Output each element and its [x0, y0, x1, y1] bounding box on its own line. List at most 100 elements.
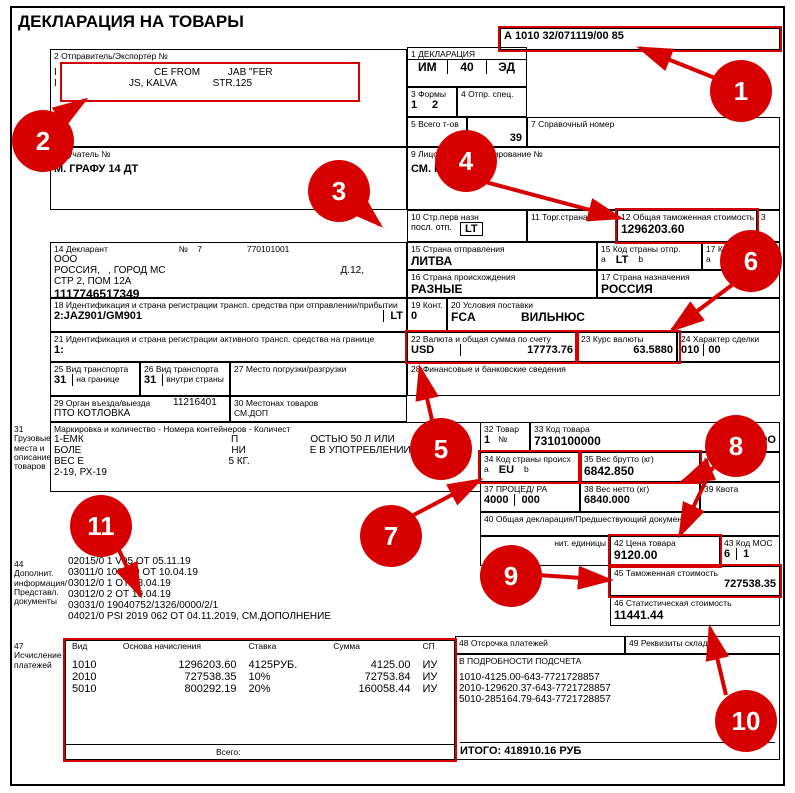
- details-l2: 2010-129620.37-643-7721728857: [459, 683, 776, 694]
- box31-l2: БОЛЕ НИ Е В УПОТРЕБЛЕНИИ: [54, 445, 477, 456]
- calc-h3: Ставка: [243, 641, 328, 651]
- box8-label: получатель №: [54, 149, 403, 159]
- calc-r0c0: 1010: [66, 659, 117, 671]
- box11-label: 11 Торг.страна: [531, 212, 613, 222]
- box18-label: 18 Идентификация и страна регистрации тр…: [54, 300, 403, 310]
- box21-label: 21 Идентификация и страна регистрации ак…: [54, 334, 403, 344]
- box31-label: Маркировка и количество - Номера контейн…: [54, 424, 477, 434]
- box35-val: 6842.850: [584, 464, 696, 478]
- box20-fca: FCA: [451, 310, 521, 324]
- calc-r0c2: 4125РУБ.: [243, 659, 328, 671]
- details-total: ИТОГО: 418910.16 РУБ: [460, 742, 775, 757]
- box28-label: 28 Финансовые и банковские сведения: [411, 364, 776, 374]
- box15a-lt: LT: [616, 254, 629, 266]
- box10-label: 10 Стр.перв назн: [411, 212, 523, 222]
- box48-label: 48 Отсрочка платежей: [459, 638, 621, 648]
- box17a-label: 17 Код стр: [706, 244, 776, 254]
- details-l1: 1010-4125.00-643-7721728857: [459, 672, 776, 683]
- box3-v1: 1: [411, 99, 432, 111]
- box46-val: 11441.44: [614, 608, 776, 622]
- box44-l3: 03012/0 1 ОТ 18.04.19: [68, 578, 472, 589]
- box33-sub: 0-ОО: [749, 434, 776, 448]
- box42-label: 42 Цена товара: [614, 538, 716, 548]
- box19-val: 0: [411, 310, 443, 322]
- box3-v2: 2: [432, 99, 453, 111]
- box22-val: 17773.76: [461, 344, 573, 356]
- box12-val: 1296203.60: [621, 222, 753, 236]
- box30-label: 30 Местонах товаров: [234, 398, 403, 408]
- box33-val: 7310100000: [534, 434, 601, 448]
- box14-l3: СТР 2, ПОМ 12А: [54, 276, 403, 287]
- box34-label: 34 Код страны происх: [484, 454, 576, 464]
- box29-val: ПТО КОТЛОВКА: [54, 408, 130, 419]
- box18-code: LT: [383, 310, 403, 322]
- box10-lt: LT: [460, 222, 483, 236]
- box14-l4: 1117746517349: [54, 287, 403, 298]
- details-title: В ПОДРОБНОСТИ ПОДСЧЕТА: [459, 656, 776, 666]
- form-title: ДЕКЛАРАЦИЯ НА ТОВАРЫ: [18, 12, 244, 32]
- calc-r1c1: 727538.35: [117, 671, 243, 683]
- box14-l2: РОССИЯ, , ГОРОД МС Д.12,: [54, 265, 403, 276]
- box47-side: 47 Исчисление платежей: [14, 642, 64, 670]
- box5-label: 5 Всего т-ов: [411, 119, 463, 129]
- box17-val: РОССИЯ: [601, 282, 776, 296]
- calc-h4: Сумма: [327, 641, 416, 651]
- box1-40: 40: [448, 60, 488, 74]
- box9-text: СМ. Г: [411, 163, 776, 175]
- box44-l4: 03012/0 2 ОТ 19.04.19: [68, 589, 472, 600]
- box16-label: 16 Страна происхождения: [411, 272, 593, 282]
- box26-label: 26 Вид транспорта: [144, 364, 226, 374]
- box20-city: ВИЛЬНЮС: [521, 310, 585, 324]
- box34-eu: EU: [499, 464, 514, 476]
- box1-im: ИМ: [408, 60, 448, 74]
- box41-label: нит. единицы: [484, 538, 606, 548]
- box44-l2: 03011/0 100419 ОТ 10.04.19: [68, 567, 472, 578]
- box17-label: 17 Страна назначения: [601, 272, 776, 282]
- box29-code: 11216401: [173, 397, 217, 408]
- box31-l3: ВЕС Е 5 КГ.: [54, 456, 477, 467]
- calc-r2c3: 160058.44: [327, 683, 416, 695]
- calc-total-label: Всего:: [66, 744, 454, 757]
- box24-010: 010: [681, 344, 704, 356]
- box23-val: 63.5880: [581, 344, 673, 356]
- box1-ed: ЭД: [487, 60, 526, 74]
- box4-label: 4 Отпр. спец.: [461, 89, 523, 99]
- box46-label: 46 Статистическая стоимость: [614, 598, 776, 608]
- box20-label: 20 Условия поставки: [451, 300, 776, 310]
- box32-val: 1: [484, 434, 490, 446]
- calc-h2: Основа начисления: [117, 641, 243, 651]
- box31-l4: 2-19, РХ-19: [54, 467, 477, 478]
- box25-label: 25 Вид транспорта: [54, 364, 136, 374]
- box37-label: 37 ПРОЦЕД/ РА: [484, 484, 576, 494]
- box5-val: 39: [510, 132, 522, 144]
- box24-00: 00: [704, 344, 720, 356]
- box2-line2: I JS, KALVA STR.125: [54, 78, 403, 89]
- box49-label: 49 Реквизиты склада: [629, 638, 776, 648]
- reg-number: А 1010 32/071119/00 85: [504, 30, 624, 42]
- box43-label: 43 Код МОС: [724, 538, 776, 548]
- calc-r0c4: ИУ: [416, 659, 454, 671]
- box9-label: 9 Лицо, совое урегулирование №: [411, 149, 776, 159]
- box23-label: 23 Курс валюты: [581, 334, 673, 344]
- box37-4000: 4000: [484, 494, 515, 506]
- box44-side: 44 Дополнит. информация/ Представл. доку…: [14, 560, 64, 607]
- box18-val: 2:JAZ901/GM901: [54, 310, 142, 322]
- calc-r2c0: 5010: [66, 683, 117, 695]
- box38-val: 6840.000: [584, 494, 696, 506]
- box3-label: 3 Формы: [411, 89, 453, 99]
- box14-l1: ООО: [54, 254, 403, 265]
- box22-label: 22 Валюта и общая сумма по счету: [411, 334, 573, 344]
- box8-text: М. ГРАФУ 14 ДТ: [54, 163, 403, 175]
- box2-label: 2 Отправитель/Экспортер №: [54, 51, 403, 61]
- box38-label: 38 Вес нетто (кг): [584, 484, 696, 494]
- box31-l1: 1-ЕМК П ОСТЬЮ 50 Л ИЛИ: [54, 434, 477, 445]
- box37-000: 000: [515, 494, 539, 506]
- box43-6: 6: [724, 548, 737, 560]
- box24-label: 24 Характер сделки: [681, 334, 776, 344]
- calc-r1c3: 72753.84: [327, 671, 416, 683]
- calc-r0c1: 1296203.60: [117, 659, 243, 671]
- box45-label: 45 Таможенная стоимость: [614, 568, 776, 578]
- box26-val: 31: [144, 374, 163, 386]
- box22-cur: USD: [411, 344, 461, 356]
- box1-label: 1 ДЕКЛАРАЦИЯ: [411, 49, 523, 59]
